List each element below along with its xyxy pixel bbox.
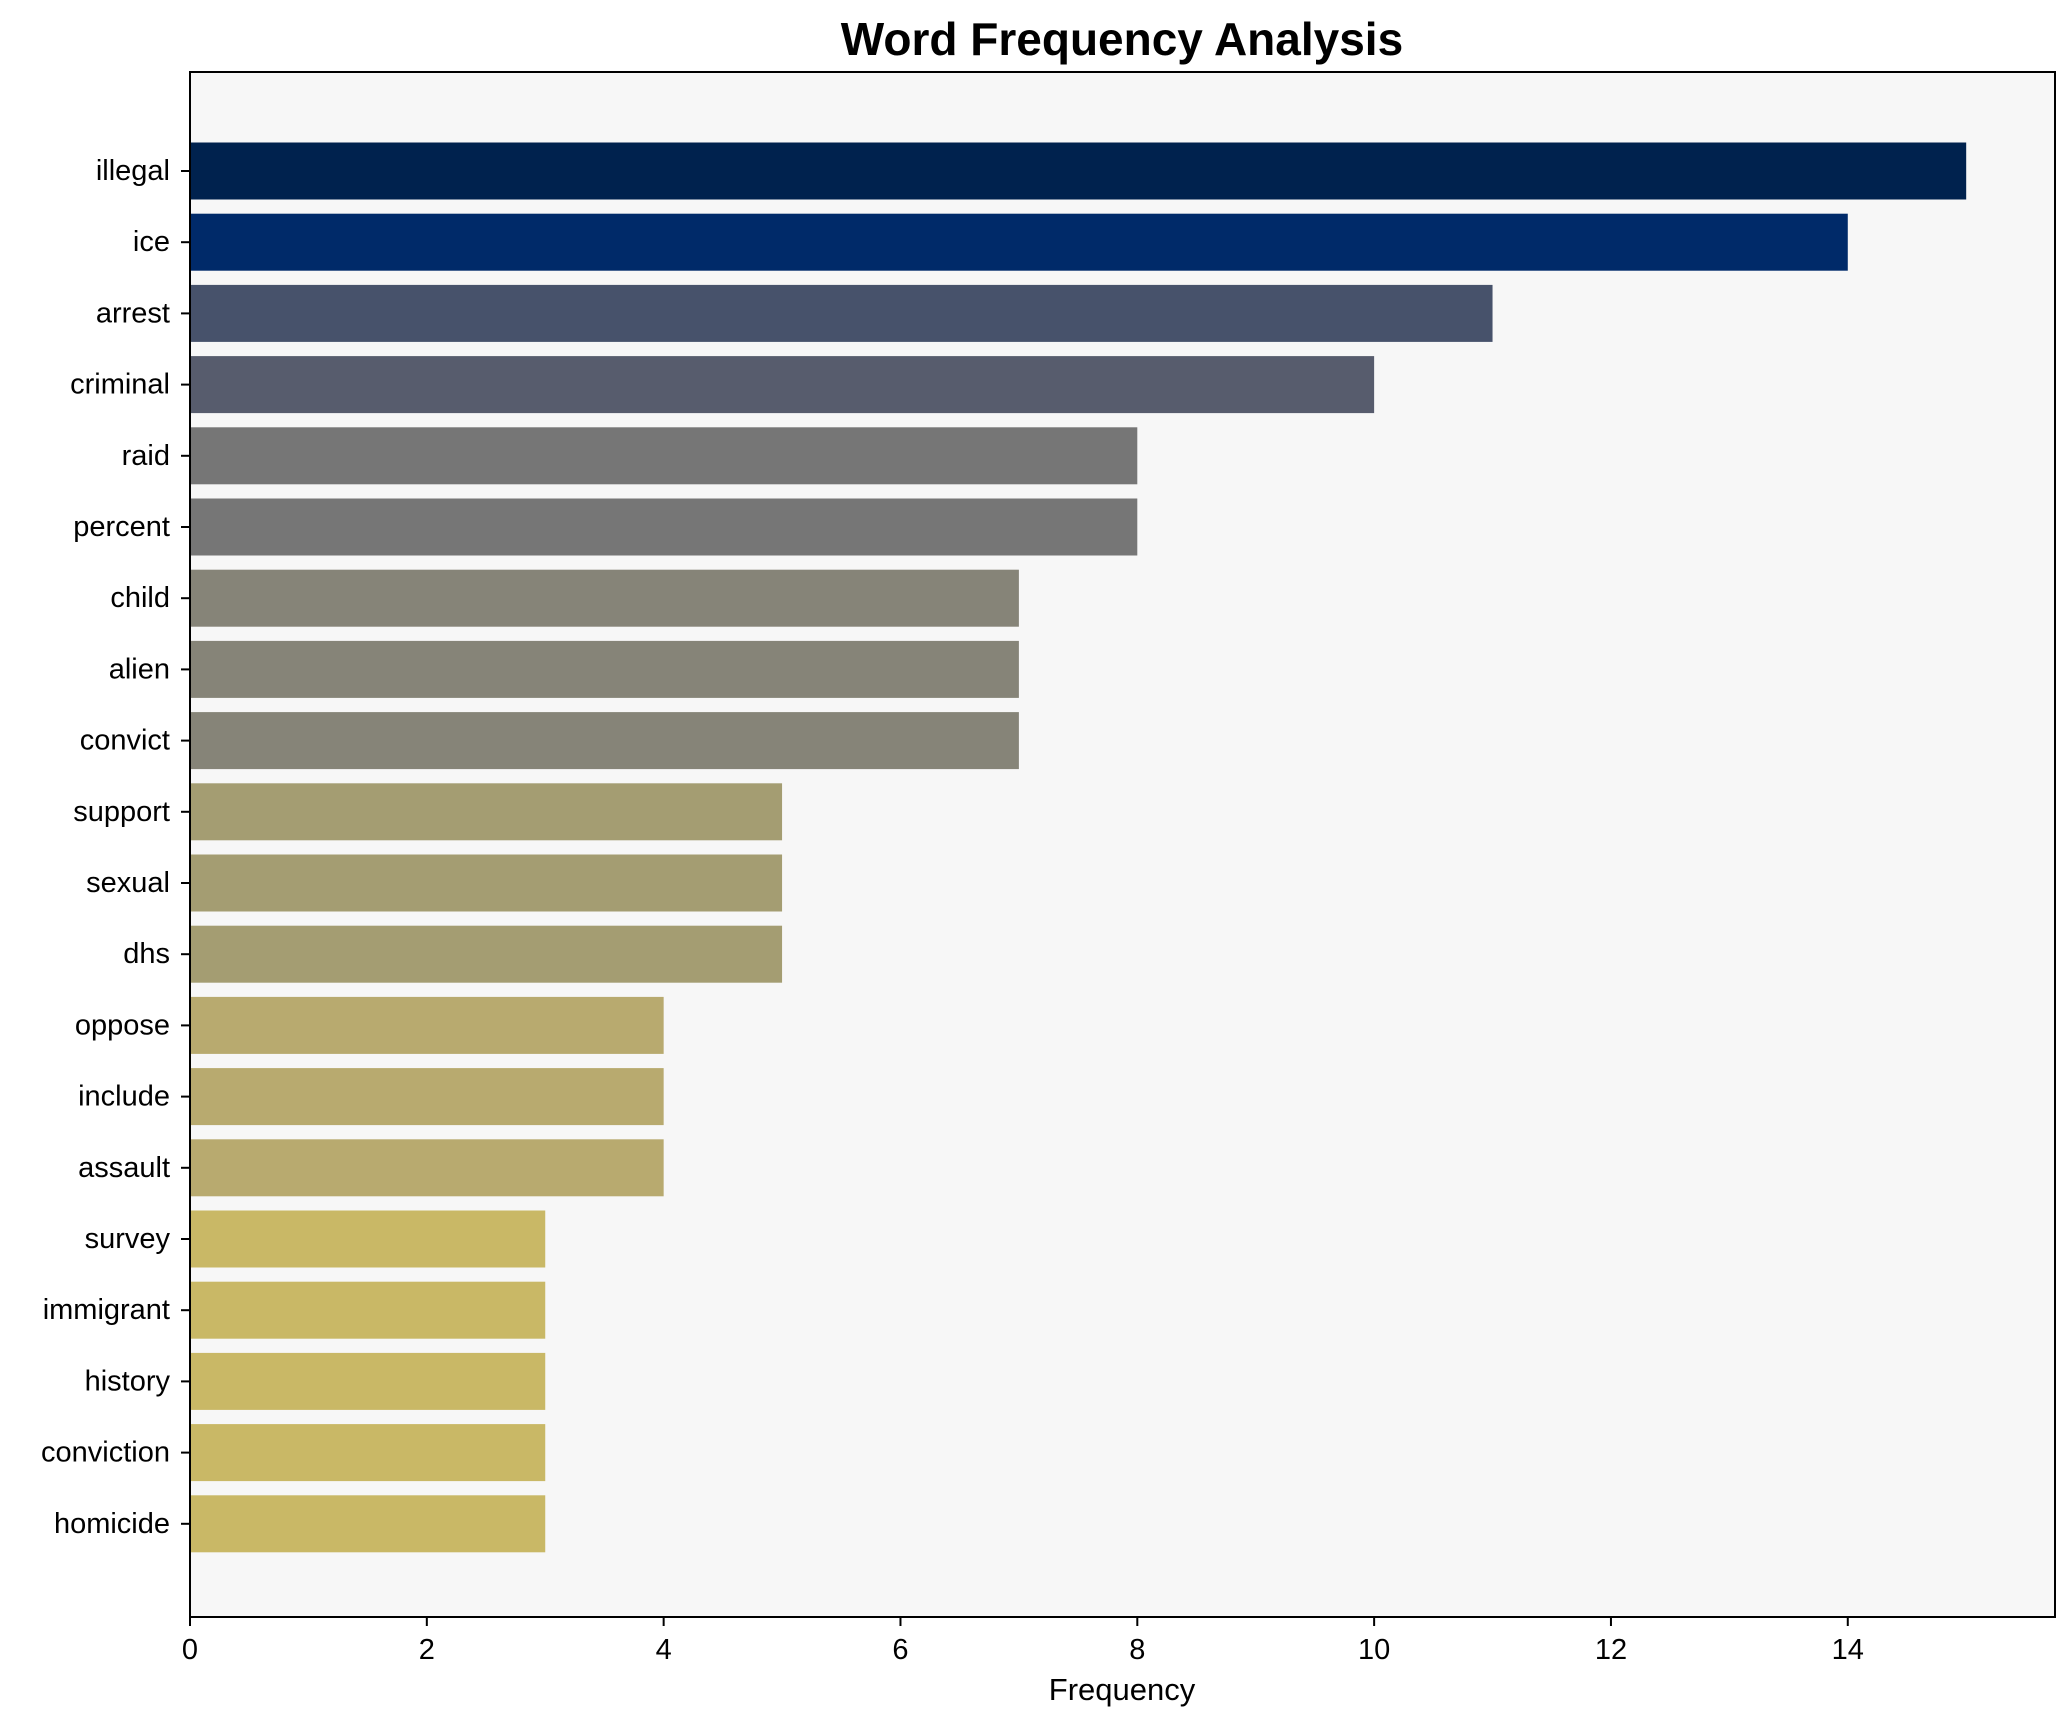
x-tick-label: 12 [1595,1634,1627,1666]
y-tick-label: survey [85,1223,171,1255]
y-tick-label: illegal [96,155,170,187]
bar-ice [190,213,1848,271]
y-tick-label: convict [80,725,170,757]
bar-sexual [190,854,783,912]
bar-history [190,1352,546,1410]
x-tick-label: 10 [1358,1634,1390,1666]
bar-percent [190,498,1138,556]
bar-alien [190,640,1019,698]
bar-include [190,1068,664,1126]
bar-child [190,569,1019,627]
bar-conviction [190,1424,546,1482]
y-tick-label: ice [133,226,170,258]
x-tick-label: 4 [656,1634,672,1666]
y-tick-label: alien [109,653,170,685]
y-tick-label: homicide [54,1508,170,1540]
chart-title: Word Frequency Analysis [841,13,1403,65]
x-tick-label: 0 [182,1634,198,1666]
x-axis-ticks: 0 2 4 6 8 10 12 14 [182,1617,1864,1666]
y-tick-label: immigrant [43,1294,170,1326]
y-tick-label: dhs [123,938,170,970]
plot-frame [189,71,2056,1618]
bar-oppose [190,996,664,1054]
y-tick-label: child [110,582,170,614]
bar-convict [190,712,1019,770]
bar-raid [190,427,1138,485]
bar-immigrant [190,1281,546,1339]
bar-arrest [190,284,1493,342]
bar-support [190,783,783,841]
x-axis-label: Frequency [1049,1672,1196,1707]
y-tick-label: include [78,1081,170,1113]
bar-dhs [190,925,783,983]
y-tick-label: support [73,796,170,828]
y-axis-ticks: illegal ice arrest criminal raid percent child… [41,155,190,1540]
y-tick-label: oppose [75,1009,170,1041]
y-tick-label: percent [73,511,170,543]
y-tick-label: sexual [86,867,170,899]
y-tick-label: criminal [70,369,170,401]
y-tick-label: conviction [41,1437,170,1469]
bar-homicide [190,1495,546,1553]
bars-group [190,142,1967,1553]
y-tick-label: history [85,1365,171,1397]
bar-survey [190,1210,546,1268]
bar-assault [190,1139,664,1197]
x-tick-label: 2 [419,1634,435,1666]
bar-criminal [190,356,1375,414]
bar-illegal [190,142,1967,200]
y-tick-label: arrest [96,297,170,329]
x-tick-label: 8 [1129,1634,1145,1666]
y-tick-label: assault [78,1152,170,1184]
x-tick-label: 6 [892,1634,908,1666]
y-tick-label: raid [122,440,170,472]
x-tick-label: 14 [1832,1634,1864,1666]
